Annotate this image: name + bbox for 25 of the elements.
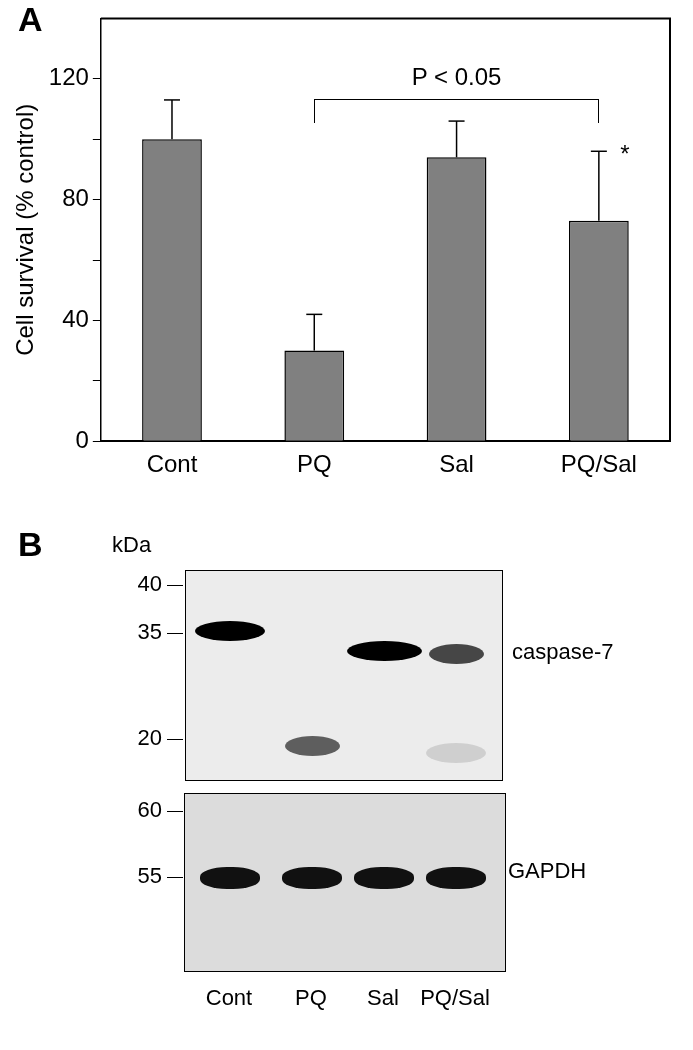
- x-tick-label: PQ/Sal: [560, 450, 637, 478]
- text: 60: [137, 797, 162, 823]
- annotation: P < 0.05: [411, 62, 502, 90]
- category-label: Sal: [366, 985, 400, 1011]
- text: kDa: [112, 532, 152, 558]
- x-tick-label: Cont: [146, 450, 198, 478]
- category-label: PQ: [294, 985, 328, 1011]
- y-tick-label: 0: [75, 425, 89, 453]
- y-tick-label: 40: [62, 305, 89, 333]
- text: 35: [137, 619, 162, 645]
- category-label: Cont: [204, 985, 254, 1011]
- text: caspase-7: [512, 639, 614, 665]
- x-tick-label: PQ: [296, 450, 332, 478]
- text: 55: [137, 863, 162, 889]
- y-tick-label: 120: [48, 63, 89, 91]
- annotation: *: [620, 139, 630, 167]
- text: B: [18, 525, 43, 564]
- text: GAPDH: [508, 858, 587, 884]
- text: 40: [137, 571, 162, 597]
- chart-title: A: [18, 0, 43, 39]
- x-tick-label: Sal: [439, 450, 474, 478]
- text: 20: [137, 725, 162, 751]
- y-tick-label: 80: [62, 184, 89, 212]
- category-label: PQ/Sal: [420, 985, 490, 1011]
- y-axis-title: Cell survival (% control): [11, 103, 39, 356]
